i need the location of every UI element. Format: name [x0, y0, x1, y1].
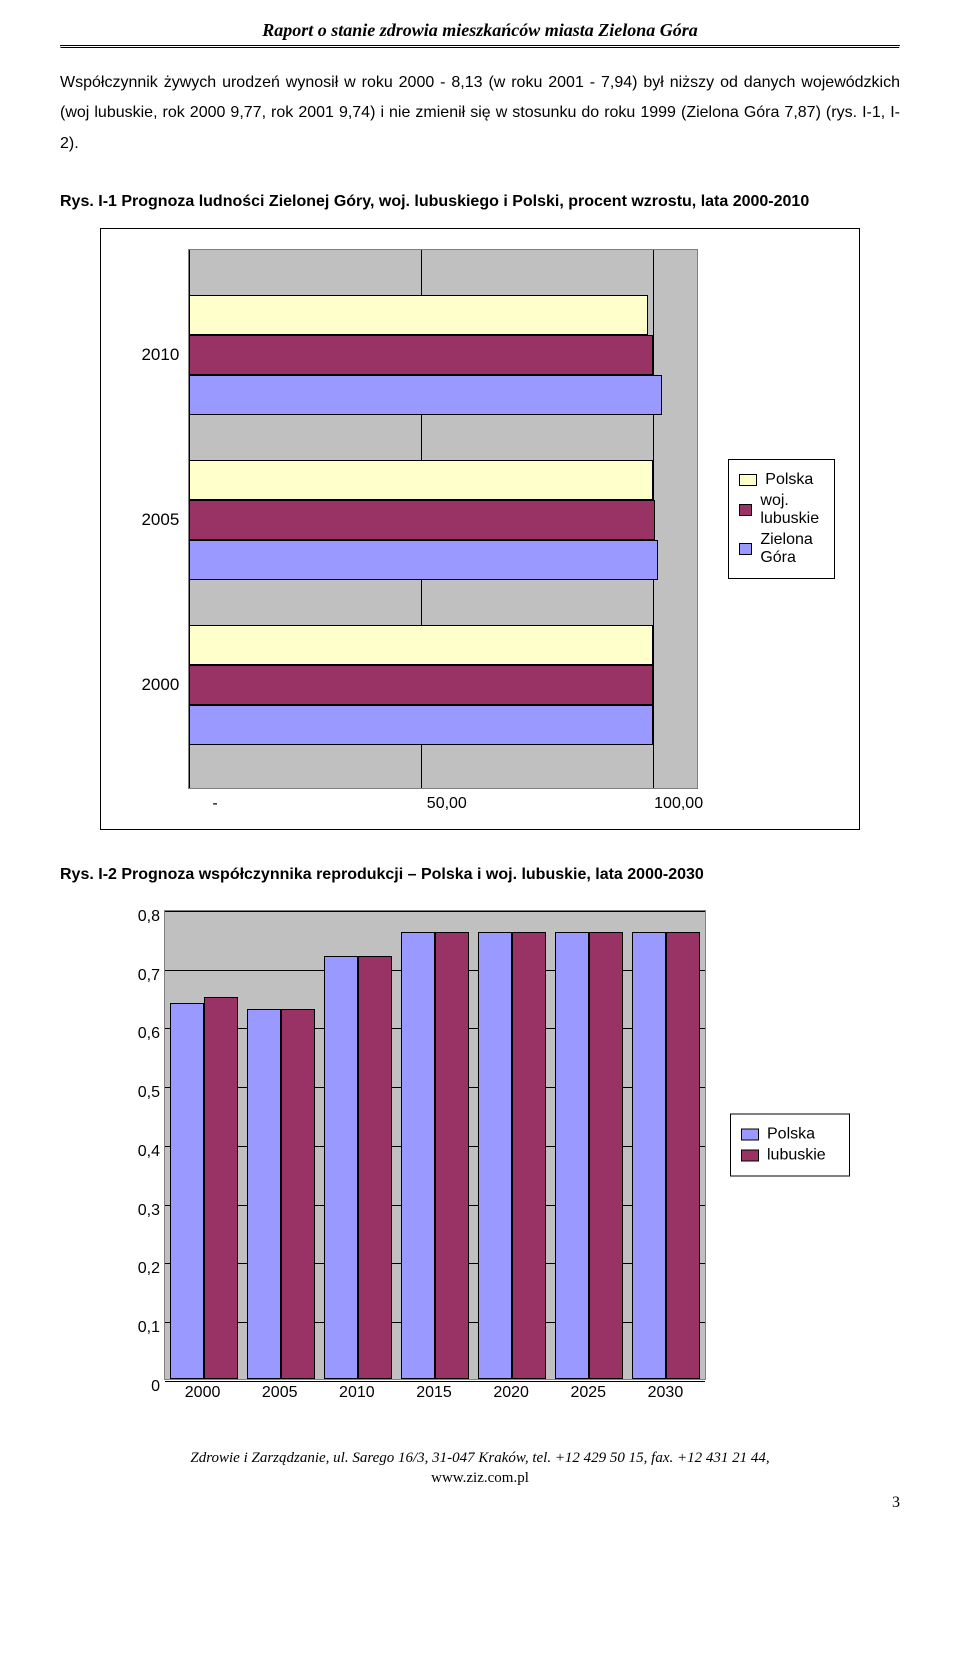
chart2-bar: [204, 997, 238, 1379]
chart2-bar: [512, 932, 546, 1379]
chart2-ytick: 0,1: [115, 1319, 160, 1337]
chart1-xtick: -: [212, 795, 217, 813]
chart2-bar: [589, 932, 623, 1379]
chart2-xtick: 2020: [493, 1384, 529, 1402]
chart2-xtick: 2015: [416, 1384, 452, 1402]
chart2-bar: [281, 1009, 315, 1379]
chart1-xaxis: - 50,00 100,00: [215, 795, 725, 817]
chart1-bar: [189, 625, 653, 665]
legend-swatch-lubuskie: [741, 1149, 759, 1161]
chart2-ytick: 0,3: [115, 1202, 160, 1220]
chart2-bar: [632, 932, 666, 1379]
chart1-bar: [189, 665, 653, 705]
chart2-ytick: 0,6: [115, 1025, 160, 1043]
body-paragraph: Współczynnik żywych urodzeń wynosił w ro…: [60, 68, 900, 159]
legend-label: Polska: [767, 1125, 815, 1143]
chart1-caption: Rys. I-1 Prognoza ludności Zielonej Góry…: [60, 187, 900, 217]
chart1-category-label: 2010: [129, 345, 179, 365]
chart2-bar: [666, 932, 700, 1379]
chart2-xtick: 2025: [570, 1384, 606, 1402]
chart1-category-label: 2005: [129, 510, 179, 530]
chart2-legend: Polska lubuskie: [730, 1113, 850, 1176]
chart1-xtick: 100,00: [654, 795, 703, 813]
chart1-legend: Polska woj. lubuskie Zielona Góra: [728, 459, 835, 579]
header-divider: [60, 45, 900, 48]
chart2-xaxis: 2000 2005 2010 2015 2020 2025 2030: [164, 1384, 706, 1408]
chart1-plot: 201020052000: [188, 249, 698, 789]
footer-line2: www.ziz.com.pl: [431, 1470, 529, 1486]
chart2-plot: 00,10,20,30,40,50,60,70,8 Polska lubuski…: [164, 910, 706, 1380]
legend-item-lubuskie: lubuskie: [741, 1146, 839, 1164]
chart2-xtick: 2000: [185, 1384, 221, 1402]
legend-label: woj. lubuskie: [760, 492, 824, 528]
chart2-bar: [324, 956, 358, 1379]
legend-swatch-zielona: [739, 543, 752, 555]
chart1-bar: [189, 460, 653, 500]
chart1-bar: [189, 335, 653, 375]
footer-line1: Zdrowie i Zarządzanie, ul. Sarego 16/3, …: [190, 1450, 769, 1466]
page-header-title: Raport o stanie zdrowia mieszkańców mias…: [60, 20, 900, 45]
legend-swatch-lubuskie: [739, 504, 752, 516]
legend-item-lubuskie: woj. lubuskie: [739, 492, 824, 528]
chart1-category-label: 2000: [129, 675, 179, 695]
chart2-bar: [358, 956, 392, 1379]
chart1-bar: [189, 375, 662, 415]
legend-label: Zielona Góra: [760, 531, 824, 567]
chart2-bar: [555, 932, 589, 1379]
page-number: 3: [60, 1494, 900, 1512]
legend-label: Polska: [765, 471, 813, 489]
chart2-bar: [401, 932, 435, 1379]
chart1-frame: 201020052000 Polska woj. lubuskie Zielon…: [100, 228, 860, 830]
chart2-frame: 0 0,1 0,2 0,3 0,4 0,5 0,6 0,7 0,8 Polska lubuski…: [90, 900, 870, 1408]
legend-swatch-polska: [741, 1128, 759, 1140]
page-footer: Zdrowie i Zarządzanie, ul. Sarego 16/3, …: [60, 1448, 900, 1489]
chart1-bar: [189, 540, 657, 580]
chart2-ytick: 0: [115, 1378, 160, 1396]
chart1-bar: [189, 500, 655, 540]
chart2-ytick: 0,5: [115, 1084, 160, 1102]
chart2-xtick: 2010: [339, 1384, 375, 1402]
chart2-xtick: 2030: [648, 1384, 684, 1402]
chart2-yaxis: 00,10,20,30,40,50,60,70,8: [115, 911, 160, 1379]
chart1-xtick: 50,00: [427, 795, 467, 813]
chart2-caption: Rys. I-2 Prognoza współczynnika reproduk…: [60, 860, 900, 890]
legend-swatch-polska: [739, 474, 757, 486]
legend-item-zielona: Zielona Góra: [739, 531, 824, 567]
chart2-ytick: 0,4: [115, 1143, 160, 1161]
chart2-ytick: 0,2: [115, 1260, 160, 1278]
legend-item-polska: Polska: [739, 471, 824, 489]
chart1-bar: [189, 295, 648, 335]
chart1-bar: [189, 705, 653, 745]
chart2-bar: [170, 1003, 204, 1379]
legend-label: lubuskie: [767, 1146, 826, 1164]
chart2-xtick: 2005: [262, 1384, 298, 1402]
chart2-bar: [435, 932, 469, 1379]
chart2-bar: [247, 1009, 281, 1379]
legend-item-polska: Polska: [741, 1125, 839, 1143]
chart2-ytick: 0,7: [115, 967, 160, 985]
chart2-bar: [478, 932, 512, 1379]
chart2-ytick: 0,8: [115, 908, 160, 926]
